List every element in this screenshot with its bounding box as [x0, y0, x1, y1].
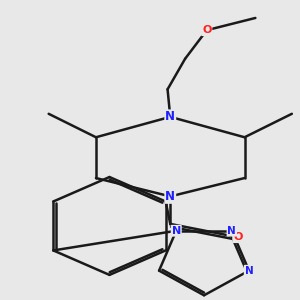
- Text: N: N: [165, 110, 175, 123]
- Text: O: O: [233, 232, 242, 242]
- Text: N: N: [244, 266, 253, 276]
- Text: N: N: [172, 226, 181, 236]
- Text: N: N: [227, 226, 236, 236]
- Text: N: N: [165, 190, 175, 203]
- Text: O: O: [202, 25, 212, 35]
